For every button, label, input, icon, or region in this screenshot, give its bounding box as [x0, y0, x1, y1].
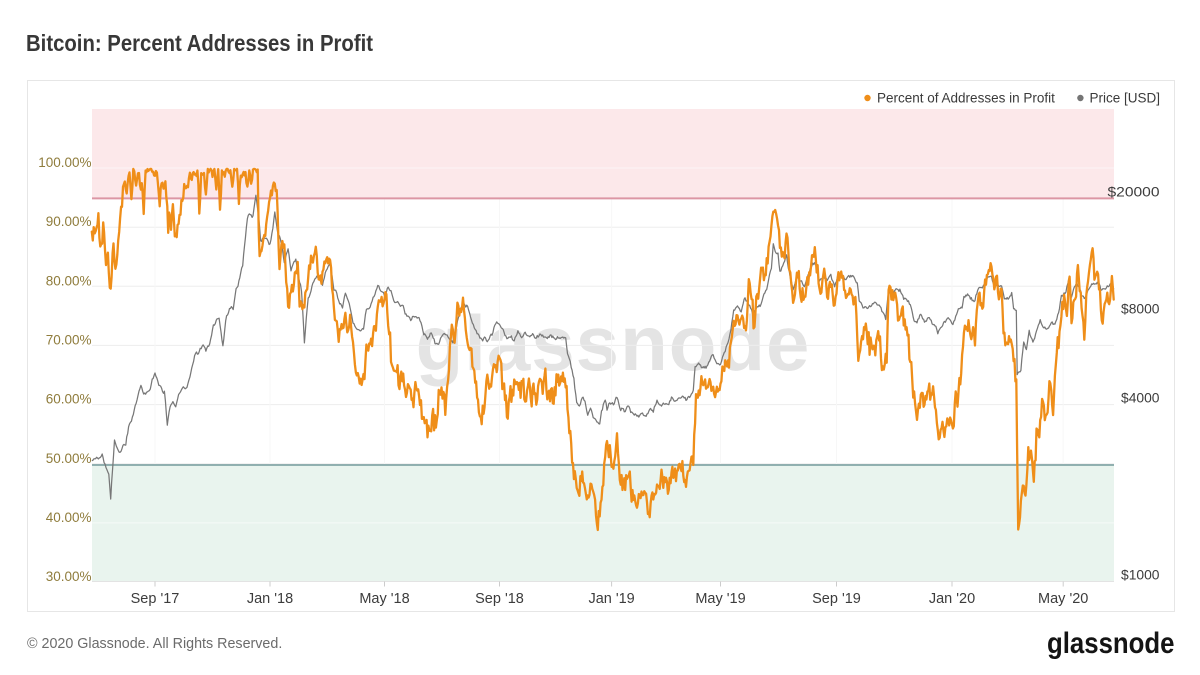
svg-text:May '20: May '20	[1038, 591, 1088, 607]
svg-text:Price [USD]: Price [USD]	[1090, 90, 1161, 105]
svg-text:$4000: $4000	[1121, 389, 1160, 405]
svg-text:Percent of Addresses in Profit: Percent of Addresses in Profit	[877, 90, 1055, 105]
svg-text:50.00%: 50.00%	[46, 451, 92, 466]
svg-text:Sep '17: Sep '17	[131, 591, 180, 607]
svg-text:80.00%: 80.00%	[46, 273, 92, 288]
svg-text:$1000: $1000	[1121, 567, 1160, 583]
svg-text:Sep '19: Sep '19	[812, 591, 861, 607]
svg-text:70.00%: 70.00%	[46, 333, 92, 348]
svg-text:$20000: $20000	[1108, 184, 1160, 200]
svg-text:Jan '19: Jan '19	[588, 591, 634, 607]
svg-text:Jan '20: Jan '20	[929, 591, 975, 607]
svg-text:© 2020 Glassnode. All Rights R: © 2020 Glassnode. All Rights Reserved.	[27, 636, 282, 652]
svg-text:40.00%: 40.00%	[46, 510, 92, 525]
svg-text:May '19: May '19	[695, 591, 745, 607]
svg-text:60.00%: 60.00%	[46, 392, 92, 407]
svg-text:$8000: $8000	[1121, 301, 1160, 317]
svg-text:glassnode: glassnode	[1047, 627, 1175, 660]
svg-text:30.00%: 30.00%	[46, 569, 92, 584]
svg-text:Jan '18: Jan '18	[247, 591, 293, 607]
svg-text:May '18: May '18	[359, 591, 409, 607]
svg-text:100.00%: 100.00%	[38, 155, 91, 170]
svg-text:Sep '18: Sep '18	[475, 591, 524, 607]
svg-text:Bitcoin: Percent Addresses in: Bitcoin: Percent Addresses in Profit	[26, 30, 373, 56]
svg-text:90.00%: 90.00%	[46, 214, 92, 229]
svg-text:glassnode: glassnode	[416, 299, 811, 387]
